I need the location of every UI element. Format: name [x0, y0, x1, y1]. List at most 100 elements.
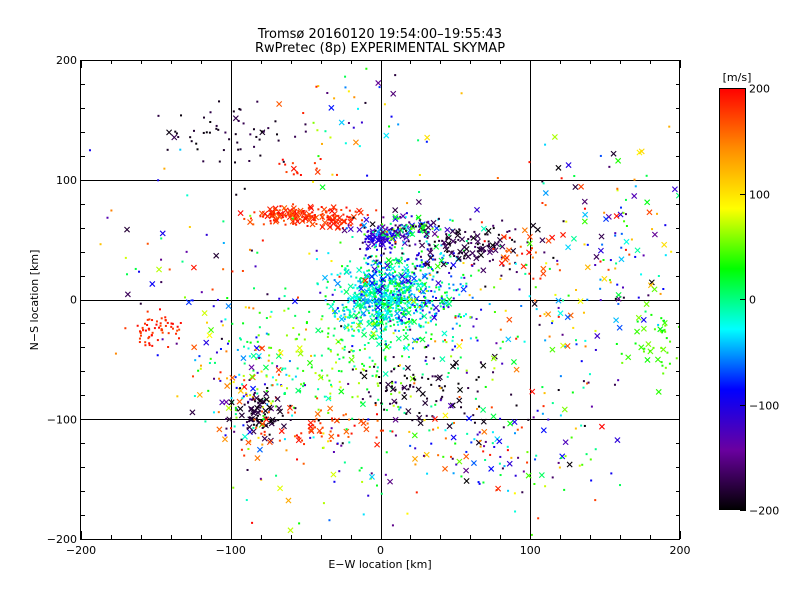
data-point-dot: [661, 364, 664, 367]
data-point-dot: [164, 324, 167, 327]
data-point-dot: [403, 291, 406, 294]
data-point-dot: [321, 212, 324, 215]
data-point-dot: [447, 242, 450, 245]
data-point-dot: [410, 296, 413, 299]
data-point-dot: [367, 247, 370, 250]
data-point-dot: [564, 455, 567, 458]
data-point-dot: [449, 255, 452, 258]
data-point-dot: [394, 280, 397, 283]
data-point-dot: [445, 341, 448, 344]
data-point-dot: [423, 346, 426, 349]
data-point-dot: [332, 450, 335, 453]
data-point-dot: [168, 268, 171, 271]
data-point-dot: [363, 314, 366, 317]
data-point-dot: [444, 437, 447, 440]
data-point-dot: [289, 213, 292, 216]
data-point-dot: [379, 327, 382, 330]
data-point-dot: [406, 321, 409, 324]
data-point-dot: [271, 422, 274, 425]
data-point-dot: [431, 268, 434, 271]
data-point-dot: [395, 257, 398, 260]
data-point-dot: [320, 369, 323, 372]
data-point-cross: [373, 297, 380, 304]
data-point-dot: [413, 265, 416, 268]
data-point-cross: [421, 273, 428, 280]
data-point-dot: [408, 306, 411, 309]
data-point-dot: [142, 329, 145, 332]
data-point-cross: [442, 412, 449, 419]
data-point-dot: [610, 472, 613, 475]
data-point-cross: [366, 298, 373, 305]
data-point-dot: [251, 396, 254, 399]
data-point-cross: [185, 299, 192, 306]
data-point-dot: [248, 248, 251, 251]
data-point-dot: [404, 298, 407, 301]
data-point-cross: [651, 231, 658, 238]
data-point-dot: [340, 370, 343, 373]
data-point-cross: [423, 231, 430, 238]
data-point-cross: [245, 439, 252, 446]
data-point-dot: [543, 313, 546, 316]
data-point-dot: [427, 377, 430, 380]
data-point-dot: [391, 272, 394, 275]
data-point-dot: [450, 355, 453, 358]
data-point-dot: [347, 301, 350, 304]
data-point-cross: [361, 331, 368, 338]
data-point-dot: [389, 232, 392, 235]
data-point-dot: [376, 227, 379, 230]
data-point-dot: [418, 190, 421, 193]
data-point-dot: [359, 320, 362, 323]
data-point-dot: [158, 326, 161, 329]
data-point-dot: [351, 334, 354, 337]
data-point-cross: [489, 242, 496, 249]
data-point-dot: [501, 340, 504, 343]
data-point-cross: [540, 270, 547, 277]
data-point-cross: [383, 132, 390, 139]
data-point-dot: [594, 329, 597, 332]
data-point-cross: [237, 387, 244, 394]
data-point-dot: [289, 404, 292, 407]
data-point-dot: [258, 357, 261, 360]
data-point-cross: [356, 226, 363, 233]
data-point-dot: [239, 148, 242, 151]
data-point-dot: [370, 264, 373, 267]
data-point-dot: [215, 124, 218, 127]
data-point-cross: [410, 297, 417, 304]
data-point-dot: [411, 284, 414, 287]
data-point-dot: [397, 304, 400, 307]
data-point-dot: [408, 385, 411, 388]
data-point-dot: [365, 308, 368, 311]
data-point-dot: [289, 418, 292, 421]
data-point-dot: [375, 484, 378, 487]
data-point-dot: [336, 273, 339, 276]
data-point-dot: [393, 230, 396, 233]
data-point-dot: [558, 466, 561, 469]
data-point-dot: [434, 323, 437, 326]
data-point-dot: [146, 242, 149, 245]
data-point-cross: [365, 243, 372, 250]
data-point-dot: [256, 414, 259, 417]
data-point-cross: [555, 164, 562, 171]
data-point-dot: [349, 224, 352, 227]
data-point-dot: [463, 276, 466, 279]
data-point-dot: [389, 430, 392, 433]
data-point-dot: [670, 250, 673, 253]
data-point-dot: [413, 280, 416, 283]
data-point-cross: [250, 428, 257, 435]
data-point-dot: [401, 268, 404, 271]
data-point-dot: [420, 283, 423, 286]
data-point-dot: [379, 232, 382, 235]
data-point-dot: [403, 392, 406, 395]
data-point-cross: [415, 198, 422, 205]
data-point-cross: [578, 183, 585, 190]
data-point-dot: [257, 436, 260, 439]
data-point-dot: [594, 348, 597, 351]
data-point-dot: [432, 428, 435, 431]
data-point-dot: [274, 120, 277, 123]
data-point-dot: [261, 239, 264, 242]
data-point-dot: [215, 127, 218, 130]
data-point-dot: [489, 453, 492, 456]
data-point-dot: [205, 131, 208, 134]
data-point-dot: [664, 324, 667, 327]
